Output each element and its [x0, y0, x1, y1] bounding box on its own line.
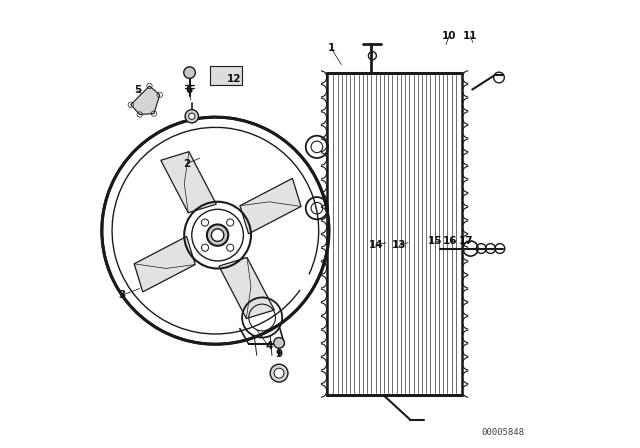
Text: 14: 14	[369, 241, 383, 250]
Polygon shape	[161, 152, 216, 213]
Text: 11: 11	[463, 31, 477, 41]
Circle shape	[189, 113, 195, 119]
Text: 7: 7	[187, 111, 195, 121]
Circle shape	[207, 224, 228, 246]
Text: 9: 9	[275, 349, 283, 359]
Text: 12: 12	[227, 74, 242, 84]
Text: 5: 5	[134, 86, 141, 95]
Text: 8: 8	[275, 371, 283, 381]
Circle shape	[185, 110, 198, 123]
FancyBboxPatch shape	[210, 66, 242, 85]
Circle shape	[211, 229, 224, 241]
Text: 6: 6	[185, 86, 192, 95]
Text: 3: 3	[118, 290, 125, 300]
Circle shape	[184, 67, 195, 78]
Bar	[326, 73, 463, 396]
Circle shape	[274, 368, 284, 378]
Text: 2: 2	[183, 159, 190, 169]
Text: 13: 13	[392, 241, 406, 250]
Text: 4: 4	[265, 341, 273, 351]
Polygon shape	[240, 178, 301, 234]
Text: 15: 15	[428, 236, 442, 246]
Polygon shape	[134, 237, 195, 292]
Circle shape	[270, 364, 288, 382]
Text: 00005848: 00005848	[482, 428, 525, 437]
Text: 10: 10	[442, 31, 456, 41]
Text: 16: 16	[444, 236, 458, 246]
Polygon shape	[131, 86, 160, 115]
Text: 17: 17	[459, 236, 474, 246]
Text: 1: 1	[328, 43, 335, 53]
Circle shape	[274, 337, 284, 348]
Polygon shape	[219, 258, 275, 319]
